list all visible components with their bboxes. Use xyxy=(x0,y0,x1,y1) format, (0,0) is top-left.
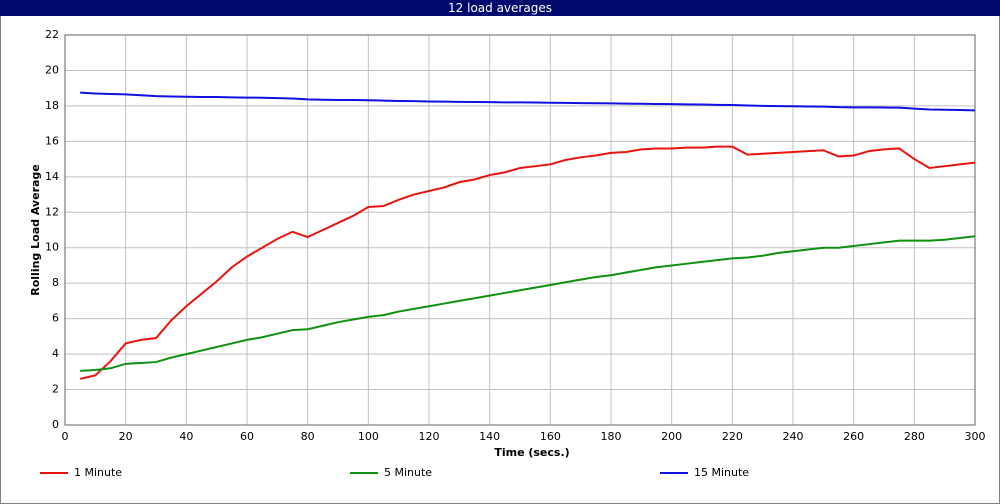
y-tick-label: 20 xyxy=(45,63,59,76)
x-tick-label: 60 xyxy=(240,430,254,443)
x-tick-label: 200 xyxy=(661,430,682,443)
legend-label: 1 Minute xyxy=(74,466,122,479)
y-tick-label: 10 xyxy=(45,241,59,254)
x-tick-label: 20 xyxy=(119,430,133,443)
series-line xyxy=(80,235,976,372)
x-tick-label: 300 xyxy=(965,430,986,443)
y-tick-label: 0 xyxy=(52,418,59,431)
series-line xyxy=(80,91,976,112)
y-tick-label: 22 xyxy=(45,28,59,41)
x-tick-label: 160 xyxy=(540,430,561,443)
x-tick-label: 140 xyxy=(479,430,500,443)
x-tick-label: 40 xyxy=(179,430,193,443)
x-tick-label: 100 xyxy=(358,430,379,443)
x-tick-label: 0 xyxy=(62,430,69,443)
plot-frame xyxy=(64,34,976,426)
x-tick-label: 280 xyxy=(904,430,925,443)
series-line xyxy=(79,145,976,380)
y-tick-label: 12 xyxy=(45,205,59,218)
y-tick-label: 2 xyxy=(52,383,59,396)
x-tick-label: 260 xyxy=(843,430,864,443)
x-tick-label: 220 xyxy=(722,430,743,443)
legend-label: 5 Minute xyxy=(384,466,432,479)
x-tick-label: 80 xyxy=(301,430,315,443)
legend-label: 15 Minute xyxy=(694,466,749,479)
x-tick-label: 120 xyxy=(419,430,440,443)
x-tick-label: 180 xyxy=(601,430,622,443)
y-tick-label: 8 xyxy=(52,276,59,289)
y-tick-label: 4 xyxy=(52,347,59,360)
y-axis-label: Rolling Load Average xyxy=(29,164,42,296)
y-tick-label: 14 xyxy=(45,170,59,183)
x-axis-label: Time (secs.) xyxy=(494,446,569,459)
title-bar xyxy=(0,0,1000,16)
chart-title: 12 load averages xyxy=(448,1,552,15)
x-tick-label: 240 xyxy=(783,430,804,443)
y-tick-label: 18 xyxy=(45,99,59,112)
y-tick-label: 6 xyxy=(52,312,59,325)
y-tick-label: 16 xyxy=(45,134,59,147)
